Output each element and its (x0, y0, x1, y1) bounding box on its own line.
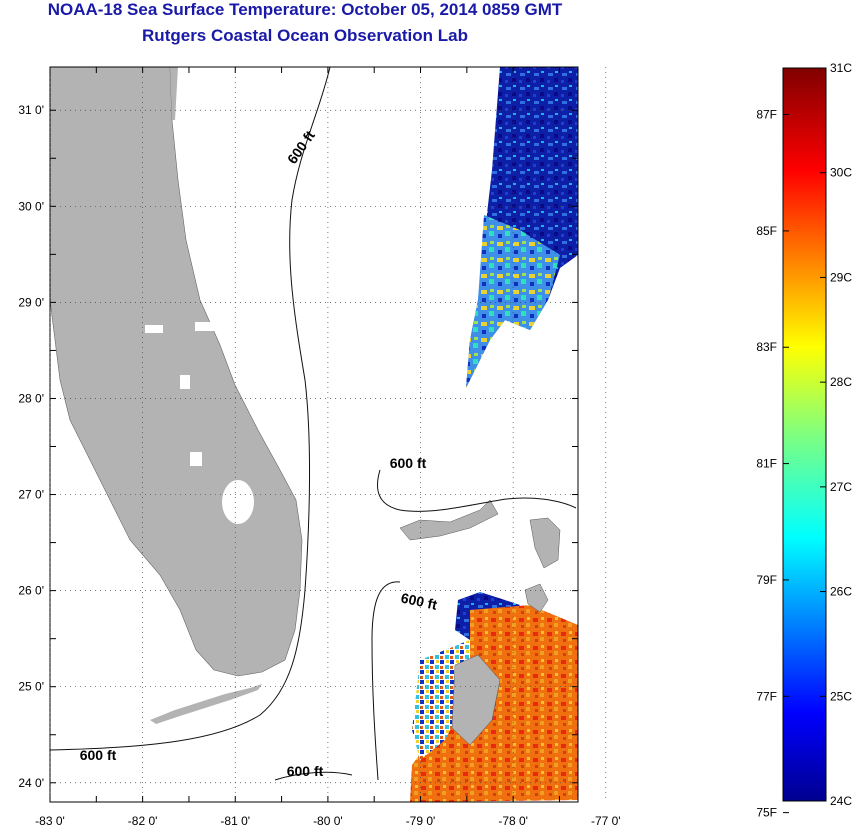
map-frame (49, 66, 579, 803)
lat-tick-label: 28 0' (18, 391, 44, 405)
tick-labels: -83 0' -82 0' -81 0' -80 0' -79 0' -78 0' -77 … (18, 103, 620, 828)
lat-tick-label: 29 0' (18, 295, 44, 309)
lon-tick-label: -78 0' (498, 814, 528, 828)
celsius-label: 26C (830, 585, 852, 599)
celsius-label: 31C (830, 61, 852, 75)
lat-tick-label: 24 0' (18, 776, 44, 790)
fahrenheit-label: 87F (756, 108, 777, 122)
isobath-label: 600 ft (390, 455, 427, 471)
andros (451, 654, 501, 746)
grand-bahama (399, 499, 499, 541)
lon-tick-label: -82 0' (128, 814, 158, 828)
celsius-label: 24C (830, 794, 852, 808)
lat-lon-grid (49, 67, 607, 802)
lon-tick-label: -79 0' (406, 814, 436, 828)
map-title: NOAA-18 Sea Surface Temperature: October… (47, 0, 563, 19)
lat-tick-label: 30 0' (18, 199, 44, 213)
florida-land (50, 67, 303, 677)
isobath-labels: 600 ft 600 ft 600 ft 600 ft 600 ft (80, 127, 439, 779)
celsius-label: 28C (830, 375, 852, 389)
isobath-label: 600 ft (399, 589, 438, 612)
colorbar (782, 67, 827, 802)
colorbar-labels: 31C 30C 29C 28C 27C 26C 25C 24C 87F 85F 83F 81F 79F 7… (756, 61, 852, 820)
lake (190, 452, 202, 466)
lon-tick-label: -77 0' (591, 814, 621, 828)
lat-tick-label: 25 0' (18, 680, 44, 694)
map-subtitle: Rutgers Coastal Ocean Observation Lab (142, 26, 468, 45)
abaco (529, 517, 561, 569)
map-area (50, 67, 578, 802)
lake-okeechobee (222, 480, 254, 524)
lon-tick-label: -80 0' (313, 814, 343, 828)
fahrenheit-label: 83F (756, 340, 777, 354)
fahrenheit-label: 79F (756, 573, 777, 587)
fahrenheit-label: 77F (756, 689, 777, 703)
isobath-label: 600 ft (80, 747, 117, 763)
lon-tick-label: -83 0' (35, 814, 65, 828)
isobath-label: 600 ft (287, 763, 324, 779)
lake (195, 322, 215, 331)
georgia-coast (170, 67, 178, 120)
sst-swath-north-mixed (466, 215, 560, 388)
lat-tick-label: 26 0' (18, 584, 44, 598)
eleuthera (524, 583, 549, 613)
lon-tick-label: -81 0' (220, 814, 250, 828)
fahrenheit-label: 81F (756, 457, 777, 471)
celsius-label: 29C (830, 270, 852, 284)
lake (180, 375, 190, 389)
celsius-label: 27C (830, 480, 852, 494)
isobath-label: 600 ft (284, 127, 318, 166)
celsius-label: 30C (830, 166, 852, 180)
lake (145, 325, 163, 333)
isobath-lines (49, 66, 577, 781)
celsius-label: 25C (830, 689, 852, 703)
lat-tick-label: 27 0' (18, 488, 44, 502)
fahrenheit-label: 75F (756, 806, 777, 820)
lat-tick-label: 31 0' (18, 103, 44, 117)
florida-keys (150, 684, 262, 724)
fahrenheit-label: 85F (756, 224, 777, 238)
